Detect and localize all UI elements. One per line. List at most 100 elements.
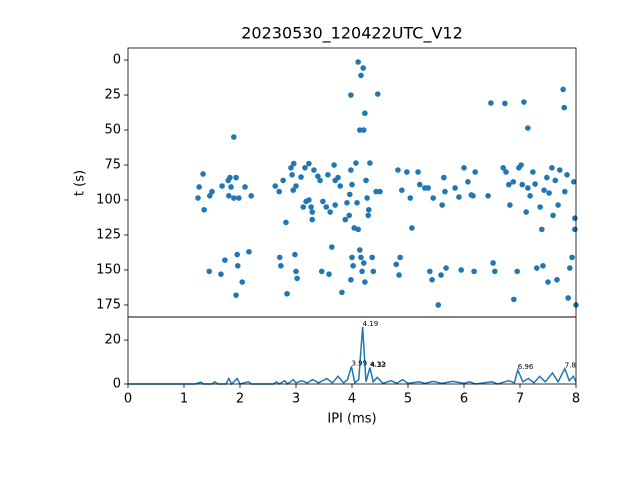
y-tick-label: 100 — [96, 192, 121, 207]
scatter-point — [355, 59, 361, 65]
scatter-point — [349, 181, 355, 188]
scatter-point — [425, 185, 431, 191]
scatter-point — [348, 276, 354, 283]
scatter-point — [373, 188, 379, 195]
scatter-point — [439, 202, 445, 208]
scatter-point — [349, 254, 355, 261]
scatter-point — [470, 192, 476, 199]
scatter-point — [525, 185, 531, 191]
scatter-point — [369, 254, 375, 261]
scatter-point — [364, 195, 370, 201]
scatter-point — [206, 192, 213, 199]
scatter-point — [510, 179, 517, 185]
x-tick-label: 6 — [460, 392, 468, 407]
scatter-point — [360, 127, 367, 133]
scatter-point — [530, 169, 536, 175]
scatter-point — [360, 65, 367, 71]
y-tick-label: 0 — [113, 377, 121, 392]
scatter-point — [290, 187, 297, 193]
scatter-point — [346, 212, 353, 219]
scatter-point — [196, 184, 202, 190]
scatter-point — [289, 172, 295, 178]
scatter-point — [518, 162, 524, 168]
annotation: 3.99 — [351, 359, 367, 367]
scatter-point — [430, 195, 437, 201]
scatter-point — [561, 104, 568, 111]
scatter-point — [525, 125, 531, 131]
axes-frame — [127, 316, 577, 385]
scatter-point — [519, 181, 526, 188]
scatter-point — [567, 265, 573, 271]
scatter-point — [359, 268, 365, 275]
scatter-point — [506, 181, 512, 188]
scatter-point — [537, 204, 543, 210]
scatter-point — [331, 162, 337, 168]
scatter-point — [471, 268, 477, 275]
scatter-point — [377, 188, 383, 195]
x-tick-label: 8 — [572, 392, 580, 407]
scatter-point — [206, 268, 212, 275]
y-tick-label: 150 — [96, 262, 121, 277]
scatter-point — [554, 276, 560, 283]
scatter-point — [280, 177, 286, 184]
scatter-point — [572, 215, 578, 221]
scatter-point — [195, 195, 201, 201]
line-series — [128, 327, 577, 386]
scatter-point — [317, 177, 323, 184]
scatter-point — [311, 167, 317, 173]
scatter-point — [549, 165, 555, 171]
scatter-point — [236, 195, 242, 201]
scatter-point — [565, 295, 571, 301]
scatter-point — [564, 172, 570, 178]
scatter-point — [556, 167, 563, 173]
scatter-point — [503, 169, 509, 175]
x-tick-label: 1 — [180, 392, 188, 407]
scatter-point — [507, 202, 513, 208]
scatter-point — [442, 188, 448, 195]
scatter-point — [544, 174, 550, 181]
scatter-point — [278, 262, 284, 269]
scatter-point — [552, 177, 559, 184]
scatter-point — [562, 188, 568, 195]
scatter-point — [337, 183, 344, 189]
scatter-point — [200, 171, 206, 177]
scatter-point — [288, 165, 294, 171]
y-tick-label: 25 — [104, 88, 121, 103]
scatter-point — [409, 225, 415, 231]
scatter-point — [461, 165, 467, 171]
chart-title: 20230530_120422UTC_V12 — [241, 24, 463, 44]
scatter-point — [465, 179, 471, 185]
scatter-point — [452, 185, 458, 191]
scatter-point — [370, 268, 377, 275]
x-axis-label: IPI (ms) — [327, 412, 376, 427]
scatter-point — [362, 279, 368, 285]
annotation: 7.8 — [565, 362, 576, 370]
scatter-point — [326, 271, 332, 277]
scatter-point — [242, 184, 248, 190]
scatter-point — [308, 204, 314, 210]
scatter-point — [351, 225, 358, 231]
scatter-point — [284, 290, 290, 297]
scatter-point — [362, 110, 368, 117]
scatter-point — [234, 251, 240, 258]
scatter-point — [201, 206, 207, 213]
scatter-point — [353, 160, 359, 166]
scatter-point — [348, 167, 354, 173]
scatter-point — [226, 192, 232, 199]
scatter-point — [546, 190, 552, 196]
scatter-point — [342, 216, 349, 223]
scatter-point — [397, 254, 403, 261]
scatter-point — [415, 169, 421, 175]
scatter-point — [233, 174, 239, 181]
scatter-point — [443, 265, 449, 271]
scatter-point — [490, 260, 496, 266]
scatter-point — [534, 265, 540, 271]
scatter-point — [332, 202, 339, 208]
scatter-point — [472, 169, 479, 175]
scatter-point — [219, 183, 225, 189]
scatter-point — [357, 127, 363, 133]
scatter-point — [325, 172, 331, 178]
scatter-point — [231, 134, 237, 140]
